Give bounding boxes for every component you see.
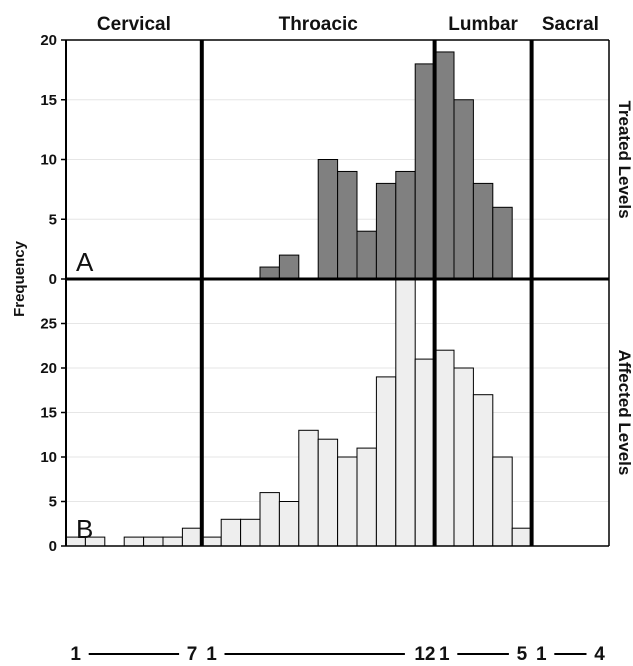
bar [337, 170, 358, 280]
y-tick-label: 20 [40, 360, 57, 377]
bar [298, 429, 319, 547]
bar [414, 358, 436, 547]
bar [162, 536, 183, 547]
bars [65, 51, 533, 547]
range-start-label: 1 [536, 644, 547, 665]
bar [434, 349, 455, 547]
plot-frame [61, 39, 610, 655]
y-tick-label: 0 [49, 538, 57, 555]
bar [123, 536, 145, 547]
bar [240, 518, 261, 547]
bar [375, 182, 397, 280]
y-tick-label: 15 [40, 405, 57, 422]
bar [317, 438, 339, 547]
bar [259, 492, 280, 547]
range-end-label: 12 [414, 644, 435, 665]
panel-side-label: Treated Levels [615, 100, 633, 218]
bar [472, 394, 494, 547]
y-tick-label: 10 [40, 152, 57, 169]
bar [472, 182, 494, 280]
bar [201, 536, 222, 547]
region-label: Throacic [279, 14, 359, 35]
bar [317, 159, 339, 280]
y-tick-label: 0 [49, 271, 57, 288]
bar [356, 230, 377, 280]
region-label: Cervical [97, 14, 171, 35]
bar [278, 254, 300, 280]
bar [511, 527, 533, 547]
y-tick-label: 10 [40, 449, 57, 466]
bar [259, 266, 280, 280]
bar [356, 447, 377, 547]
panel-side-label: Affected Levels [615, 350, 633, 476]
y-tick-label: 15 [40, 92, 57, 109]
bar [492, 456, 513, 547]
y-tick-label: 20 [40, 32, 57, 49]
panel-letter: A [76, 247, 94, 277]
y-tick-label: 5 [49, 494, 57, 511]
region-label: Lumbar [448, 14, 518, 35]
range-start-label: 1 [439, 644, 450, 665]
bar [453, 99, 474, 280]
panel-letter: B [76, 514, 93, 544]
bar [375, 376, 397, 547]
bar [278, 501, 300, 547]
range-end-label: 7 [187, 644, 198, 665]
bar [337, 456, 358, 547]
bar [181, 527, 203, 547]
bar [414, 63, 436, 280]
bar [395, 278, 416, 547]
range-start-label: 1 [70, 644, 81, 665]
bar [395, 170, 416, 280]
bar [492, 206, 513, 280]
y-tick-label: 5 [49, 211, 57, 228]
range-end-label: 5 [517, 644, 528, 665]
region-label: Sacral [542, 14, 599, 35]
bar [220, 518, 242, 547]
range-start-label: 1 [206, 644, 217, 665]
bar [453, 367, 474, 547]
y-tick-label: 25 [40, 316, 57, 333]
bar [434, 51, 455, 280]
range-end-label: 4 [594, 644, 605, 665]
y-axis-title: Frequency [11, 240, 28, 317]
bar [143, 536, 164, 547]
